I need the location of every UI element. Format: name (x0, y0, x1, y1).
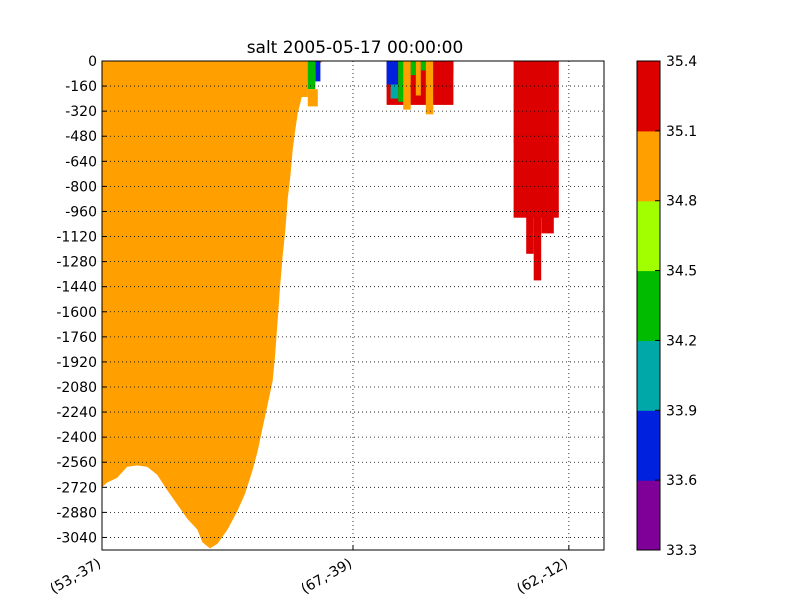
salinity-patch-4 (295, 61, 308, 97)
salinity-patch-0 (137, 61, 163, 82)
water-layer (102, 61, 323, 549)
salinity-patch-5 (307, 61, 316, 90)
salinity-patch-16 (425, 61, 434, 115)
salinity-patch-17 (433, 61, 446, 104)
y-tick-label-19: -3040 (56, 530, 97, 546)
colorbar-label-6: 35.1 (666, 124, 697, 140)
salinity-patch-20 (526, 202, 534, 254)
y-tick-label-14: -2240 (56, 405, 97, 421)
y-tick-label-17: -2720 (56, 480, 97, 496)
y-tick-label-13: -2080 (56, 380, 97, 396)
y-tick-label-6: -960 (65, 204, 97, 220)
salinity-patch-6 (307, 89, 318, 107)
y-tick-label-10: -1600 (56, 305, 97, 321)
colorbar-label-5: 34.8 (666, 194, 697, 210)
salinity-patches (137, 61, 559, 281)
salinity-patch-1 (162, 61, 203, 76)
y-tick-label-7: -1120 (56, 230, 97, 246)
colorbar-label-2: 33.9 (666, 403, 697, 419)
salinity-patch-10 (390, 84, 399, 99)
y-tick-label-18: -2880 (56, 505, 97, 521)
colorbar-label-3: 34.2 (666, 333, 697, 349)
y-tick-label-5: -800 (65, 179, 97, 195)
salinity-patch-15 (420, 61, 426, 71)
colorbar-label-4: 34.5 (666, 264, 697, 280)
y-tick-label-1: -160 (65, 79, 97, 95)
colorbar-frame (636, 60, 661, 551)
colorbar-band-2 (637, 340, 660, 411)
colorbar-label-7: 35.4 (666, 54, 697, 70)
salinity-patch-22 (541, 202, 554, 234)
colorbar-band-5 (637, 130, 660, 202)
y-tick-label-8: -1280 (56, 255, 97, 271)
plot-area (101, 60, 605, 551)
y-tick-label-15: -2400 (56, 430, 97, 446)
y-tick-label-4: -640 (65, 154, 97, 170)
colorbar-band-0 (637, 480, 660, 551)
colorbar-label-0: 33.3 (666, 543, 697, 559)
y-tick-label-3: -480 (65, 129, 97, 145)
salinity-patch-14 (415, 61, 421, 96)
colorbar-band-6 (637, 61, 660, 132)
y-axis: 0 -160 -320 -480 -640 -800 -960 -1120 -1280 -1440… (56, 54, 107, 546)
water-column-34-8 (102, 61, 323, 549)
y-tick-label-11: -1760 (56, 330, 97, 346)
colorbar-band-1 (637, 410, 660, 481)
salinity-patch-2 (202, 61, 213, 68)
y-tick-label-16: -2560 (56, 455, 97, 471)
colorbar-label-1: 33.6 (666, 473, 697, 489)
salinity-patch-7 (315, 61, 321, 82)
salinity-patch-13 (410, 61, 416, 76)
y-tick-label-12: -1920 (56, 355, 97, 371)
colorbar-band-3 (637, 270, 660, 341)
salinity-patch-3 (237, 61, 248, 64)
y-tick-label-0: 0 (88, 54, 97, 70)
colorbar-band-4 (637, 200, 660, 272)
colorbar: 33.3 33.6 33.9 34.2 34.5 34.8 35.1 35.4 (636, 54, 697, 559)
salinity-patch-12 (403, 61, 411, 110)
salinity-patch-11 (398, 61, 404, 102)
salinity-patch-9 (386, 61, 399, 85)
salinity-patch-18 (445, 61, 454, 74)
y-tick-label-2: -320 (65, 104, 97, 120)
chart-title: salt 2005-05-17 00:00:00 (247, 38, 464, 58)
salinity-patch-21 (533, 186, 542, 281)
y-tick-label-9: -1440 (56, 280, 97, 296)
